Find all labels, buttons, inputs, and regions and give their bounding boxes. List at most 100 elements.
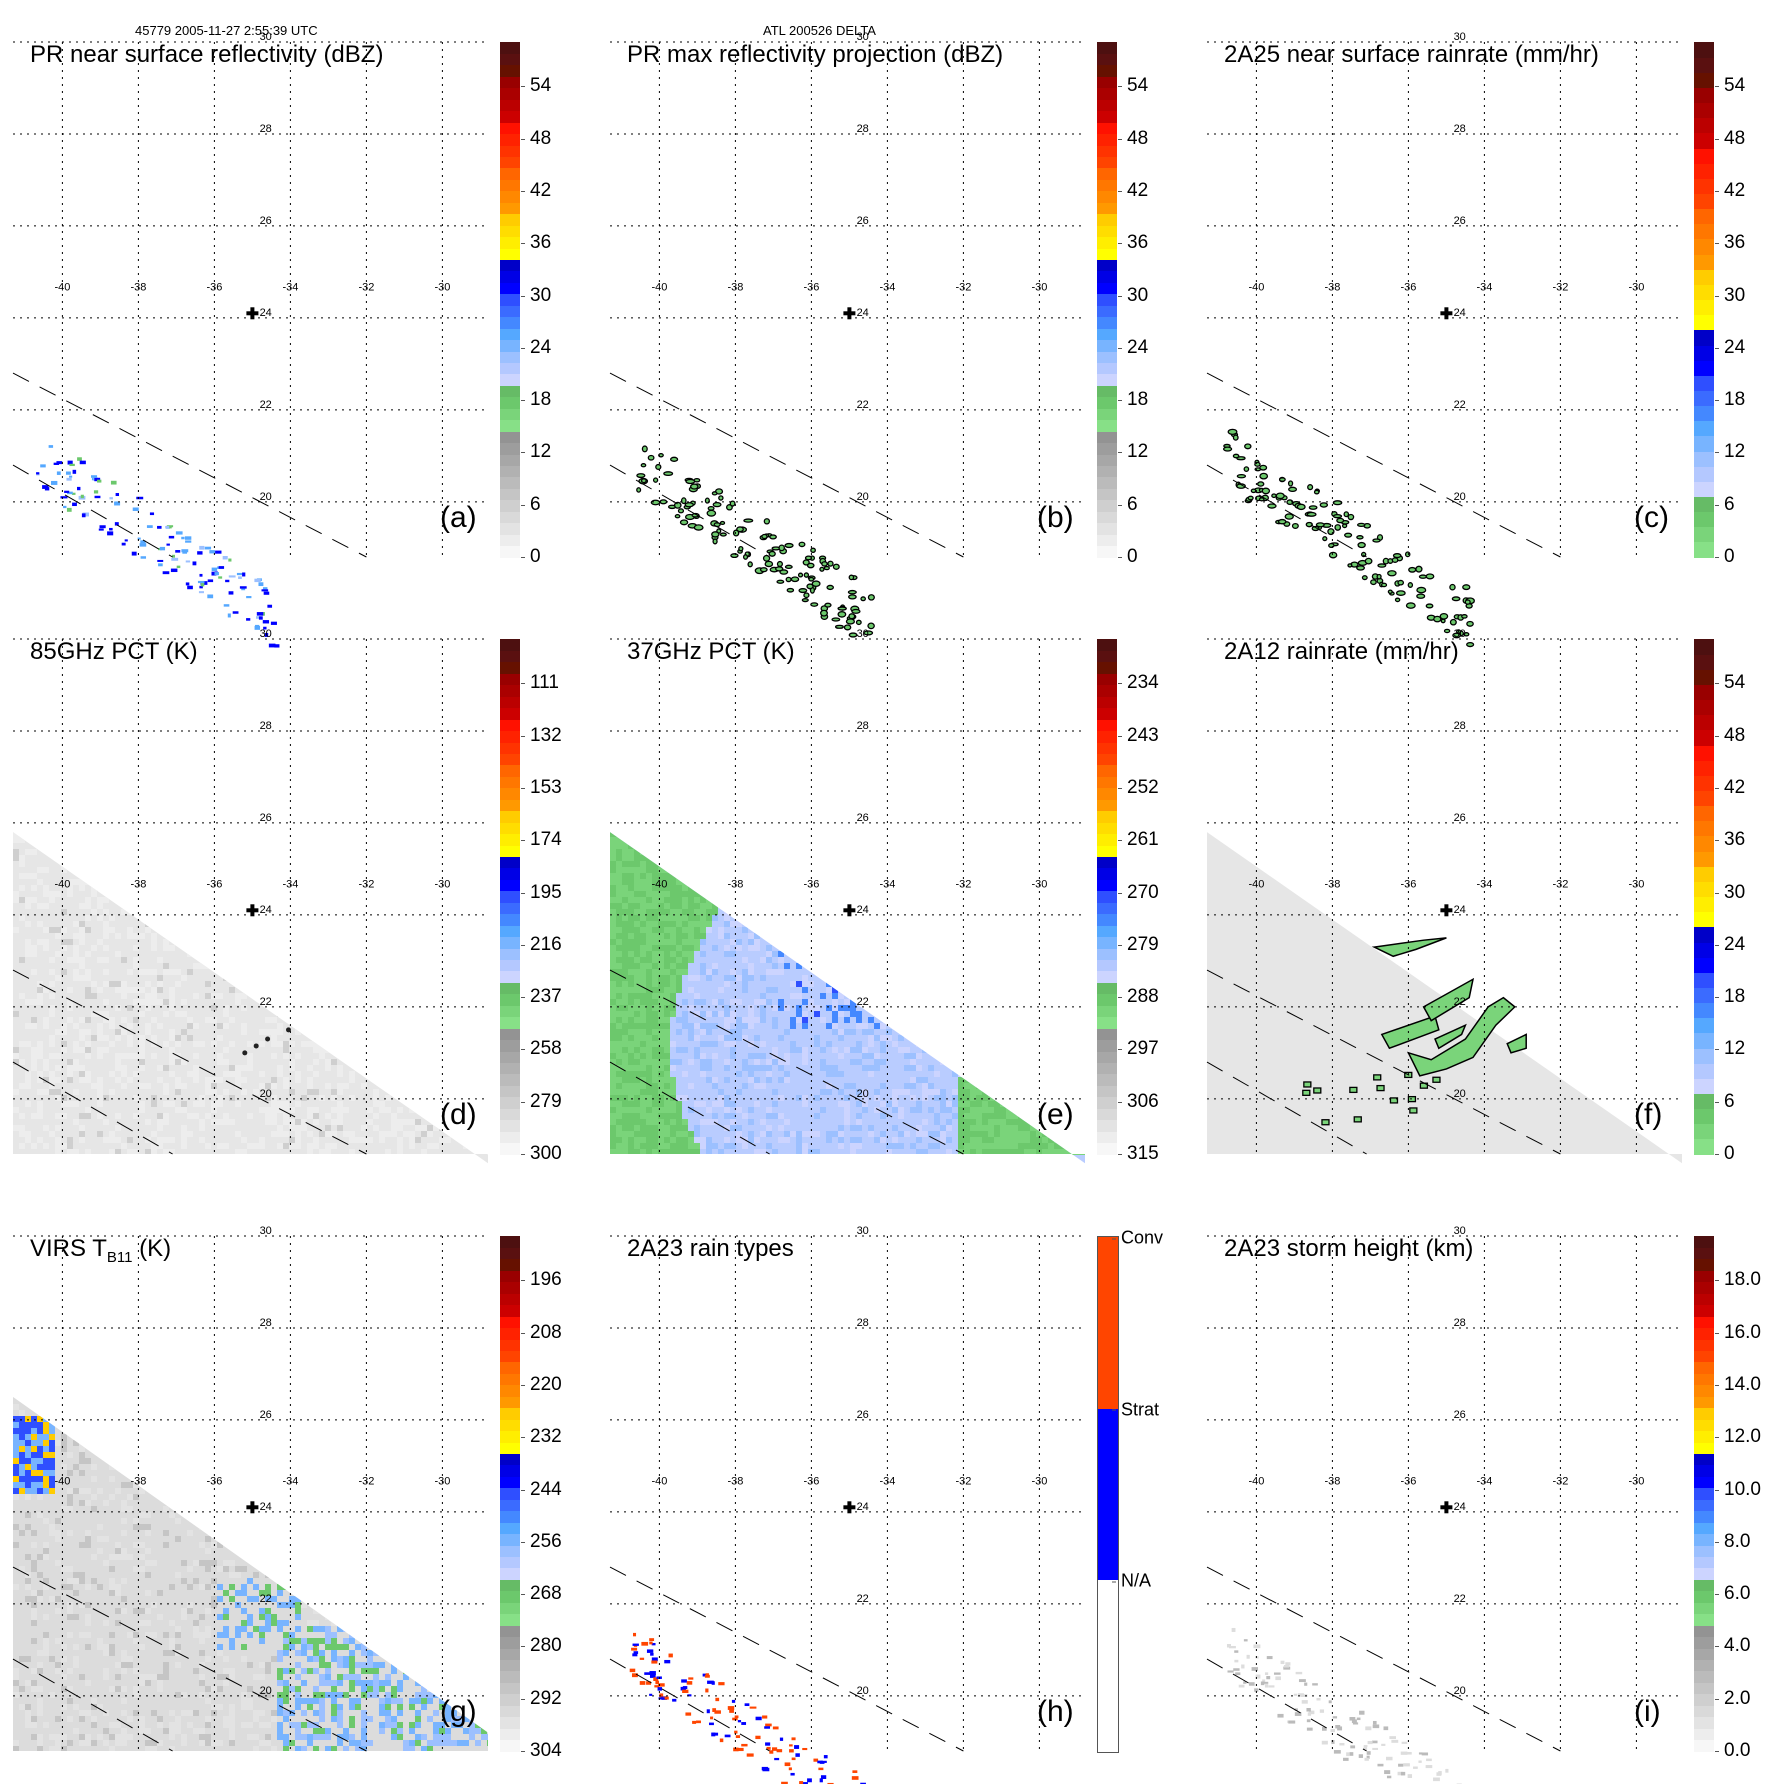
field-cell: [736, 1107, 742, 1113]
field-cell: [628, 1059, 634, 1065]
field-cell: [127, 867, 133, 873]
field-cell: [760, 1131, 766, 1137]
field-cell: [451, 1017, 457, 1023]
field-cell: [295, 1119, 301, 1125]
field-cell: [199, 801, 205, 807]
field-cell: [646, 807, 652, 813]
field-cell: [700, 747, 706, 753]
field-cell: [355, 945, 361, 951]
field-cell: [343, 717, 349, 723]
field-cell: [187, 867, 193, 873]
echo-pixel: [60, 496, 67, 498]
field-cell: [55, 837, 61, 843]
field-cell: [622, 1035, 628, 1041]
field-cell: [646, 1023, 652, 1029]
field-cell: [67, 1059, 73, 1065]
field-cell: [73, 813, 79, 819]
field-cell: [616, 645, 622, 651]
echo-contour: [637, 488, 641, 492]
field-cell: [37, 807, 43, 813]
field-cell: [688, 819, 694, 825]
field-cell: [706, 1137, 712, 1143]
field-cell: [301, 681, 307, 687]
field-cell: [415, 963, 421, 969]
echo-contour: [1343, 524, 1347, 527]
field-cell: [700, 777, 706, 783]
field-cell: [337, 1113, 343, 1119]
field-cell: [682, 909, 688, 915]
field-cell: [241, 657, 247, 663]
field-cell: [706, 873, 712, 879]
field-cell: [616, 1035, 622, 1041]
field-cell: [628, 1119, 634, 1125]
field-cell: [469, 771, 475, 777]
field-cell: [670, 759, 676, 765]
field-cell: [688, 687, 694, 693]
echo-contour: [1358, 523, 1365, 526]
field-cell: [664, 687, 670, 693]
field-cell: [319, 861, 325, 867]
field-cell: [301, 885, 307, 891]
field-cell: [736, 789, 742, 795]
field-cell: [670, 1089, 676, 1095]
echo-pixel: [199, 546, 204, 550]
field-cell: [475, 945, 481, 951]
field-cell: [385, 663, 391, 669]
field-cell: [307, 657, 313, 663]
field-cell: [175, 969, 181, 975]
field-cell: [367, 945, 373, 951]
echo-contour: [1289, 481, 1293, 486]
field-cell: [193, 681, 199, 687]
field-cell: [634, 729, 640, 735]
field-cell: [610, 831, 616, 837]
field-cell: [19, 1113, 25, 1119]
field-cell: [319, 819, 325, 825]
field-cell: [736, 771, 742, 777]
field-cell: [181, 927, 187, 933]
field-cell: [337, 819, 343, 825]
field-cell: [139, 789, 145, 795]
field-cell: [616, 897, 622, 903]
lon-label: -38: [130, 878, 146, 890]
field-cell: [664, 759, 670, 765]
field-cell: [13, 669, 19, 675]
field-cell: [475, 879, 481, 885]
field-cell: [487, 1053, 493, 1059]
field-cell: [640, 1065, 646, 1071]
field-cell: [169, 1101, 175, 1107]
echo-pixel: [169, 536, 174, 539]
echo-contour: [642, 479, 647, 483]
field-cell: [421, 933, 427, 939]
field-cell: [187, 759, 193, 765]
field-cell: [724, 867, 730, 873]
field-cell: [325, 837, 331, 843]
lat-label: 20: [1454, 491, 1466, 503]
field-cell: [97, 1053, 103, 1059]
field-cell: [451, 963, 457, 969]
field-cell: [415, 741, 421, 747]
field-cell: [25, 807, 31, 813]
field-cell: [307, 897, 313, 903]
field-cell: [307, 795, 313, 801]
field-cell: [205, 717, 211, 723]
field-cell: [79, 1029, 85, 1035]
field-cell: [145, 861, 151, 867]
field-cell: [73, 1041, 79, 1047]
field-cell: [37, 939, 43, 945]
field-cell: [97, 723, 103, 729]
field-cell: [97, 885, 103, 891]
field-cell: [670, 987, 676, 993]
echo-pixel: [199, 574, 202, 577]
field-cell: [67, 771, 73, 777]
field-cell: [742, 969, 748, 975]
field-cell: [253, 855, 259, 861]
field-cell: [652, 969, 658, 975]
field-cell: [724, 813, 730, 819]
field-cell: [742, 693, 748, 699]
field-cell: [169, 825, 175, 831]
field-cell: [445, 1041, 451, 1047]
field-cell: [151, 1149, 157, 1155]
field-cell: [646, 687, 652, 693]
field-cell: [676, 843, 682, 849]
field-cell: [718, 999, 724, 1005]
